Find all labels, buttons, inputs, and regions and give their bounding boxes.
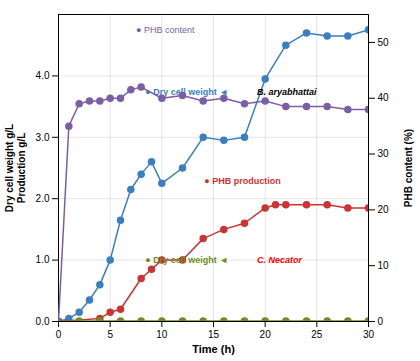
svg-text:3.0: 3.0: [36, 132, 50, 143]
svg-text:0: 0: [56, 329, 62, 340]
svg-text:1.0: 1.0: [36, 254, 50, 265]
svg-text:B. aryabhattai: B. aryabhattai: [257, 87, 317, 97]
svg-text:PHB content (%): PHB content (%): [403, 129, 414, 207]
svg-text:30: 30: [378, 148, 390, 159]
svg-text:10: 10: [156, 329, 168, 340]
svg-text:30: 30: [363, 329, 375, 340]
svg-text:5: 5: [107, 329, 113, 340]
svg-text:C. Necator: C. Necator: [257, 255, 303, 265]
svg-text:20: 20: [260, 329, 272, 340]
svg-text:0.0: 0.0: [36, 316, 50, 327]
svg-text:● Dry cell weight ◄: ● Dry cell weight ◄: [145, 87, 228, 97]
svg-text:40: 40: [378, 92, 390, 103]
svg-text:2.0: 2.0: [36, 193, 50, 204]
svg-text:● Dry cell weight ◄: ● Dry cell weight ◄: [145, 255, 228, 265]
svg-text:● PHB content: ● PHB content: [136, 25, 195, 35]
svg-text:0: 0: [378, 316, 384, 327]
svg-text:20: 20: [378, 204, 390, 215]
svg-text:50: 50: [378, 37, 390, 48]
svg-text:4.0: 4.0: [36, 70, 50, 81]
svg-text:● PHB production: ● PHB production: [204, 176, 280, 186]
svg-text:Time (h): Time (h): [192, 343, 235, 355]
svg-text:15: 15: [208, 329, 220, 340]
svg-text:Dry cell weight g/LProduction: Dry cell weight g/LProduction g/L: [4, 124, 27, 212]
svg-text:10: 10: [378, 260, 390, 271]
svg-text:25: 25: [311, 329, 323, 340]
